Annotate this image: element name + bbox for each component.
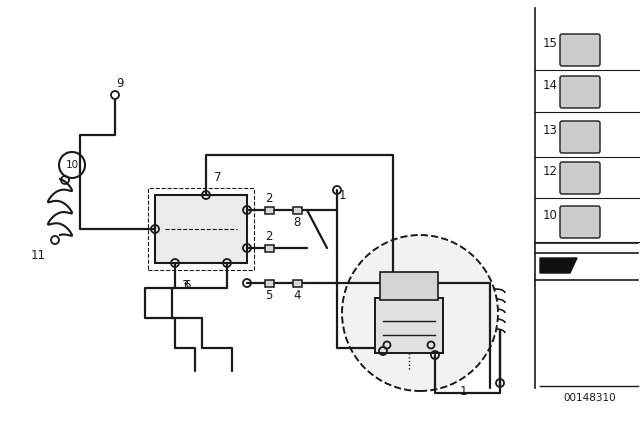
- Text: 2: 2: [265, 229, 273, 242]
- Text: 10: 10: [543, 208, 558, 221]
- Text: 7: 7: [214, 171, 221, 184]
- Text: 5: 5: [266, 289, 273, 302]
- Bar: [264, 280, 273, 287]
- FancyBboxPatch shape: [560, 121, 600, 153]
- Text: 12: 12: [543, 164, 558, 177]
- FancyBboxPatch shape: [560, 76, 600, 108]
- FancyBboxPatch shape: [560, 162, 600, 194]
- Text: 11: 11: [31, 249, 45, 262]
- Bar: [148, 188, 254, 270]
- Text: 14: 14: [543, 78, 558, 91]
- Text: 3: 3: [181, 279, 189, 292]
- Text: 1: 1: [460, 384, 467, 397]
- Bar: [292, 207, 301, 214]
- Bar: [375, 298, 443, 353]
- Text: 9: 9: [116, 77, 124, 90]
- Text: 10: 10: [65, 160, 79, 170]
- Circle shape: [342, 235, 498, 391]
- Polygon shape: [540, 258, 577, 273]
- Text: 1: 1: [339, 189, 346, 202]
- Text: 8: 8: [293, 215, 301, 228]
- Bar: [380, 272, 438, 300]
- Text: 13: 13: [543, 124, 558, 137]
- Text: 6: 6: [183, 279, 191, 292]
- FancyBboxPatch shape: [560, 34, 600, 66]
- Text: 15: 15: [543, 36, 558, 49]
- Text: 2: 2: [265, 191, 273, 204]
- FancyBboxPatch shape: [560, 206, 600, 238]
- Bar: [264, 245, 273, 251]
- Bar: [155, 195, 247, 263]
- Bar: [264, 207, 273, 214]
- Text: 00148310: 00148310: [564, 393, 616, 403]
- Bar: [292, 280, 301, 287]
- Text: 4: 4: [293, 289, 301, 302]
